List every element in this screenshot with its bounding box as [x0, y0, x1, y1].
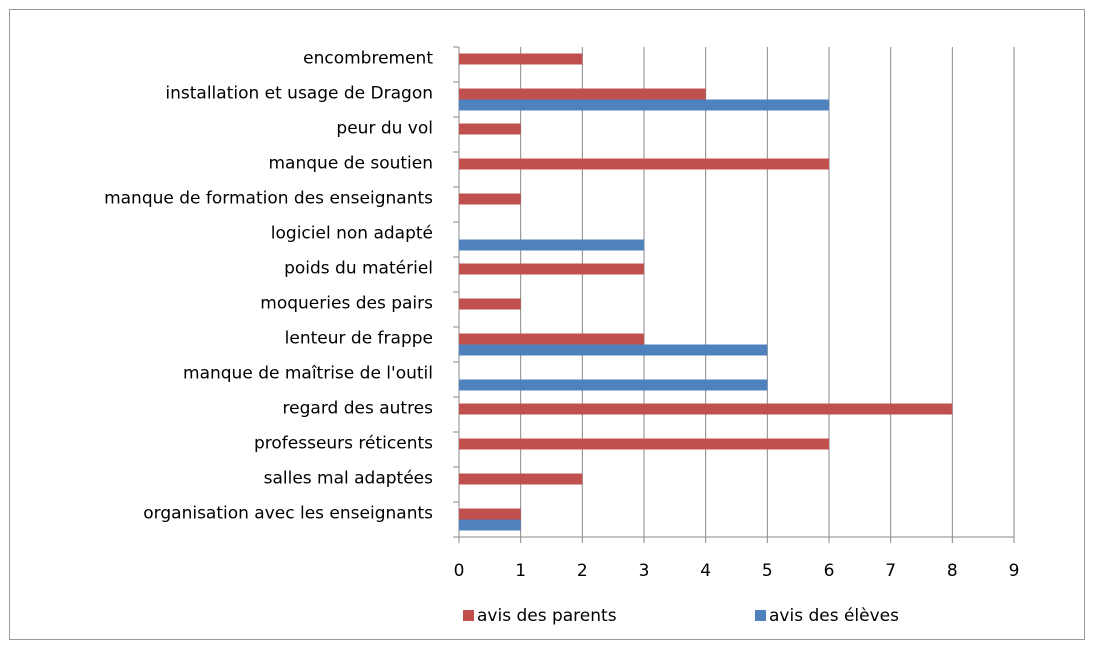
legend-swatch: [755, 610, 766, 621]
bar: [459, 53, 583, 65]
x-tick-label: 0: [454, 561, 465, 581]
bar: [459, 158, 829, 170]
legend-swatch: [463, 610, 474, 621]
bar: [459, 193, 521, 205]
bar: [459, 298, 521, 310]
y-tick-label: salles mal adaptées: [264, 469, 434, 489]
y-tick-label: poids du matériel: [284, 259, 433, 279]
y-tick-label: professeurs réticents: [254, 434, 433, 454]
bar: [459, 519, 521, 531]
bar: [459, 123, 521, 135]
bar: [459, 333, 644, 345]
x-tick-label: 5: [762, 561, 773, 581]
y-tick-label: installation et usage de Dragon: [165, 84, 433, 104]
x-tick-label: 2: [577, 561, 588, 581]
x-tick-label: 1: [515, 561, 526, 581]
bar: [459, 99, 829, 111]
bar: [459, 473, 583, 485]
x-tick-label: 4: [700, 561, 711, 581]
bar: [459, 508, 521, 520]
y-tick-label: logiciel non adapté: [271, 224, 433, 244]
y-tick-label: manque de soutien: [269, 154, 434, 174]
y-tick-label: manque de maîtrise de l'outil: [183, 364, 433, 384]
y-tick-label: peur du vol: [336, 119, 433, 139]
legend-label: avis des parents: [477, 606, 617, 626]
bar: [459, 344, 768, 356]
x-tick-label: 6: [824, 561, 835, 581]
x-tick-label: 3: [639, 561, 650, 581]
bar: [459, 379, 768, 391]
x-tick-label: 8: [947, 561, 958, 581]
chart-frame: [9, 9, 1085, 640]
y-tick-label: moqueries des pairs: [260, 294, 433, 314]
x-tick-label: 9: [1009, 561, 1020, 581]
y-tick-label: regard des autres: [283, 399, 434, 419]
bar: [459, 239, 644, 251]
legend-label: avis des élèves: [769, 606, 899, 626]
y-tick-label: encombrement: [303, 49, 433, 69]
bar: [459, 88, 706, 100]
bar: [459, 263, 644, 275]
bar: [459, 403, 953, 415]
y-tick-label: manque de formation des enseignants: [104, 189, 433, 209]
y-tick-label: organisation avec les enseignants: [143, 504, 433, 524]
x-tick-label: 7: [885, 561, 896, 581]
y-tick-label: lenteur de frappe: [285, 329, 433, 349]
bar: [459, 438, 829, 450]
